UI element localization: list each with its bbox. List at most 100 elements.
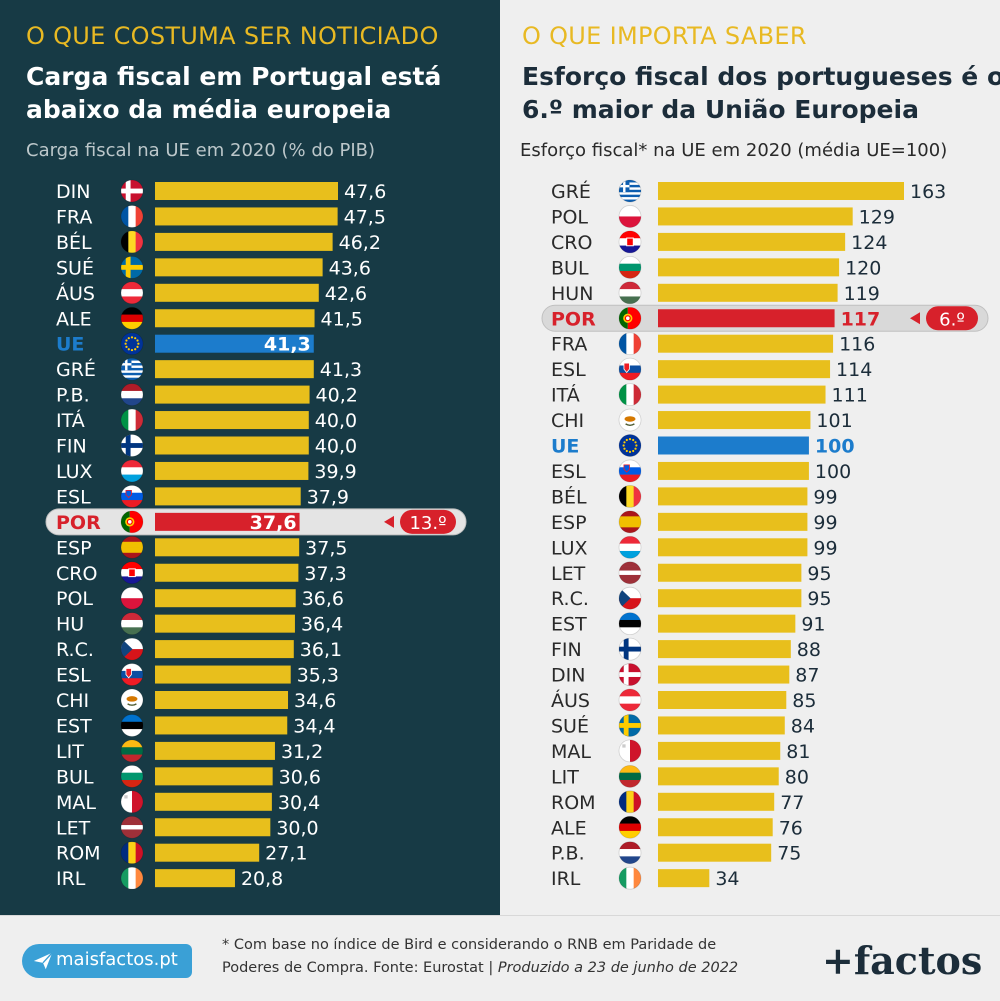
left-title-line-1: Carga fiscal em Portugal está <box>26 62 442 91</box>
estonia-flag-icon <box>120 714 144 737</box>
right-title-line-1: Esforço fiscal dos portugueses é o <box>522 62 1000 91</box>
category-label: ROM <box>551 792 596 814</box>
latvia-flag-icon <box>618 561 642 585</box>
denmark-flag-icon <box>120 179 144 203</box>
bar <box>155 207 338 226</box>
category-label: SUÉ <box>56 256 94 279</box>
romania-flag-icon <box>618 790 642 814</box>
greece-flag-icon <box>120 357 144 381</box>
category-label: CRO <box>56 563 97 585</box>
data-label: 91 <box>801 614 825 636</box>
data-label: 42,6 <box>325 283 367 305</box>
bulgaria-flag-icon <box>618 255 642 279</box>
bar <box>155 385 310 404</box>
data-label: 87 <box>795 665 819 687</box>
data-label: 36,4 <box>301 614 343 636</box>
data-label: 163 <box>910 181 946 203</box>
category-label: LUX <box>56 461 93 483</box>
category-label: POR <box>56 512 101 534</box>
data-label: 99 <box>813 486 837 508</box>
footnote-produced-date: Produzido a 23 de junho de 2022 <box>497 960 739 976</box>
italy-flag-icon <box>618 383 642 407</box>
bar <box>658 334 834 353</box>
bar <box>155 538 300 557</box>
category-label: HU <box>56 614 84 636</box>
paper-plane-icon <box>33 952 53 970</box>
left-subtitle: Carga fiscal na UE em 2020 (% do PIB) <box>26 140 376 161</box>
data-label: 46,2 <box>339 232 381 254</box>
category-label: HUN <box>551 283 593 305</box>
data-label: 37,9 <box>307 486 349 508</box>
bar <box>155 691 289 709</box>
bar <box>155 792 272 811</box>
site-link[interactable]: maisfactos.pt <box>22 944 192 978</box>
eu-flag-icon <box>120 332 144 356</box>
slovenia-flag-icon <box>618 459 642 483</box>
rank-badge <box>400 509 456 534</box>
category-label: FIN <box>551 639 582 661</box>
malta-flag-icon <box>618 739 642 763</box>
data-label: 40,2 <box>316 385 358 407</box>
data-label: 77 <box>780 792 804 814</box>
category-label: ESL <box>56 665 91 687</box>
category-label: ALE <box>551 817 587 839</box>
data-label: 76 <box>779 817 803 839</box>
bar <box>658 538 808 557</box>
right-subtitle: Esforço fiscal* na UE em 2020 (média UE=… <box>520 140 948 161</box>
data-label: 99 <box>813 537 837 559</box>
category-label: ESP <box>56 537 92 559</box>
right-title-line-2: 6.º maior da União Europeia <box>522 95 919 124</box>
bar <box>155 741 275 760</box>
bar <box>155 665 291 684</box>
poland-flag-icon <box>120 586 144 610</box>
data-label: 120 <box>845 257 881 279</box>
greece-flag-icon <box>618 179 642 203</box>
category-label: IRL <box>56 868 86 890</box>
category-label: MAL <box>56 792 96 814</box>
data-label: 80 <box>785 766 809 788</box>
bar <box>155 869 235 888</box>
data-label: 31,2 <box>281 741 323 763</box>
romania-flag-icon <box>120 841 144 865</box>
category-label: ESP <box>551 512 587 534</box>
bar <box>155 309 315 328</box>
left-title-line-2: abaixo da média europeia <box>26 95 392 124</box>
data-label: 27,1 <box>265 843 307 865</box>
data-label: 88 <box>797 639 821 661</box>
bar <box>658 869 710 888</box>
footer: maisfactos.pt * Com base no índice de Bi… <box>0 915 1000 1001</box>
cyprus-flag-icon <box>120 688 144 712</box>
data-label: 36,1 <box>300 639 342 661</box>
slovakia-flag-icon <box>618 357 642 381</box>
rank-badge <box>926 306 978 331</box>
bar <box>155 843 260 862</box>
site-label: maisfactos.pt <box>56 949 178 970</box>
netherlands-flag-icon <box>618 841 642 865</box>
category-label: LET <box>551 563 586 585</box>
category-label: P.B. <box>56 385 90 407</box>
right-bar-chart: GRÉ 163 POL 129 CRO 124 BUL 120 HUN 119 POR 117 6.º F… <box>541 179 989 890</box>
category-label: ALE <box>56 308 92 330</box>
sweden-flag-icon <box>120 255 144 279</box>
category-label: ITÁ <box>56 409 85 432</box>
category-label: LUX <box>551 537 588 559</box>
category-label: GRÉ <box>56 358 96 381</box>
data-label: 95 <box>807 588 831 610</box>
bar <box>658 792 775 811</box>
lithuania-flag-icon <box>618 764 642 788</box>
rank-badge-label: 6.º <box>939 309 965 330</box>
data-label: 37,3 <box>304 563 346 585</box>
latvia-flag-icon <box>120 815 144 839</box>
category-label: UE <box>56 334 84 356</box>
austria-flag-icon <box>120 281 144 305</box>
portugal-flag-icon <box>120 510 144 534</box>
bar <box>658 411 811 430</box>
bar <box>658 614 796 633</box>
data-label: 34,6 <box>294 690 336 712</box>
data-label: 119 <box>844 283 880 305</box>
germany-flag-icon <box>120 306 144 330</box>
france-flag-icon <box>618 332 642 356</box>
bar <box>155 767 273 786</box>
category-label: GRÉ <box>551 180 591 203</box>
data-label: 41,3 <box>264 334 311 356</box>
